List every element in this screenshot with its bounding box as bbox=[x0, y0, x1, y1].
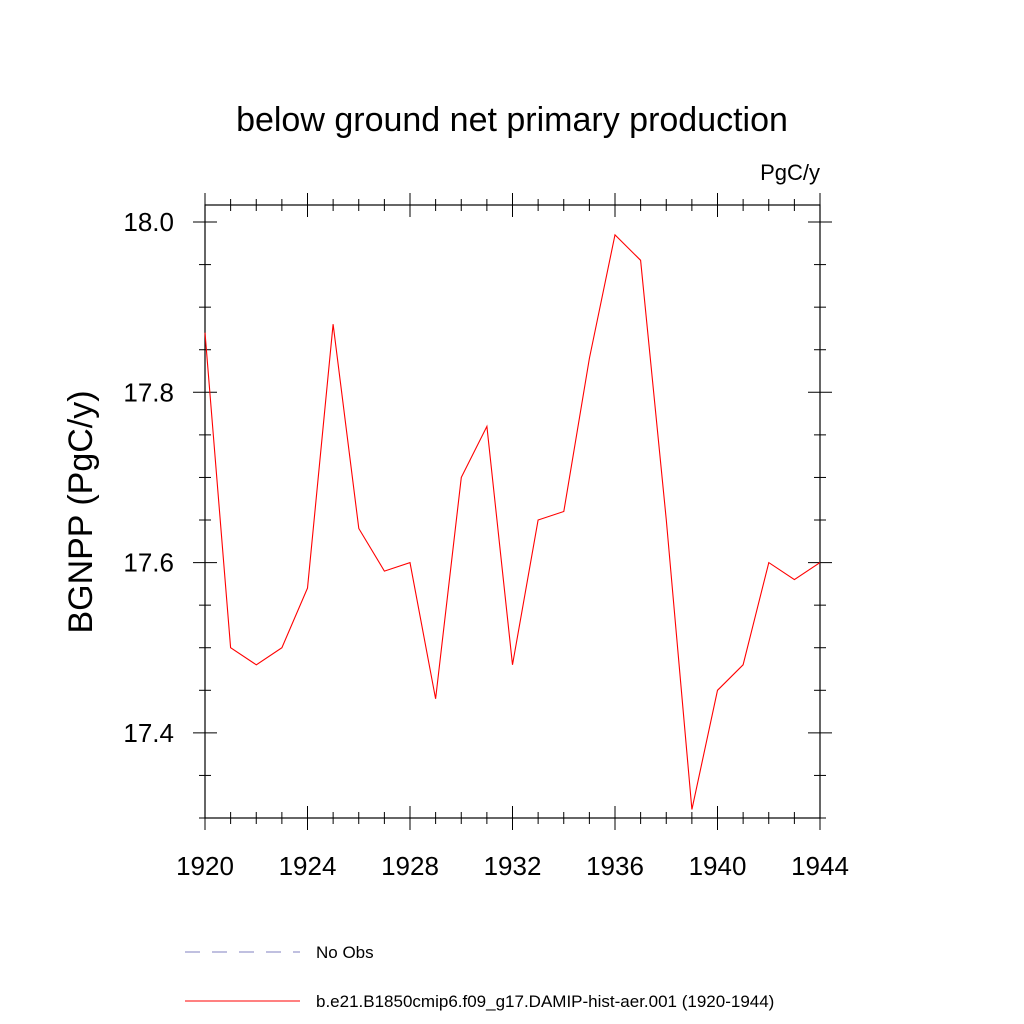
x-tick-label: 1944 bbox=[791, 851, 849, 881]
units-label: PgC/y bbox=[760, 160, 820, 185]
legend-label: b.e21.B1850cmip6.f09_g17.DAMIP-hist-aer.… bbox=[316, 992, 774, 1011]
y-tick-label: 17.8 bbox=[123, 377, 174, 407]
x-tick-label: 1920 bbox=[176, 851, 234, 881]
x-tick-label: 1936 bbox=[586, 851, 644, 881]
series-layer bbox=[204, 233, 821, 810]
plot-frame bbox=[204, 204, 821, 819]
chart-title: below ground net primary production bbox=[236, 101, 788, 139]
y-tick-label: 18.0 bbox=[123, 207, 174, 237]
legend: No Obs b.e21.B1850cmip6.f09_g17.DAMIP-his… bbox=[185, 943, 774, 1011]
axis-ticks bbox=[193, 193, 832, 830]
y-tick-label: 17.6 bbox=[123, 548, 174, 578]
x-tick-label: 1928 bbox=[381, 851, 439, 881]
tick-labels: 1920 1924 1928 1932 1936 1940 1944 17.4 17.6 17.8… bbox=[123, 207, 849, 881]
x-tick-label: 1932 bbox=[484, 851, 542, 881]
y-axis-label: BGNPP (PgC/y) bbox=[62, 390, 100, 633]
legend-label: No Obs bbox=[316, 943, 374, 962]
series-line bbox=[204, 233, 821, 810]
x-tick-label: 1924 bbox=[279, 851, 337, 881]
x-tick-label: 1940 bbox=[689, 851, 747, 881]
y-tick-label: 17.4 bbox=[123, 718, 174, 748]
